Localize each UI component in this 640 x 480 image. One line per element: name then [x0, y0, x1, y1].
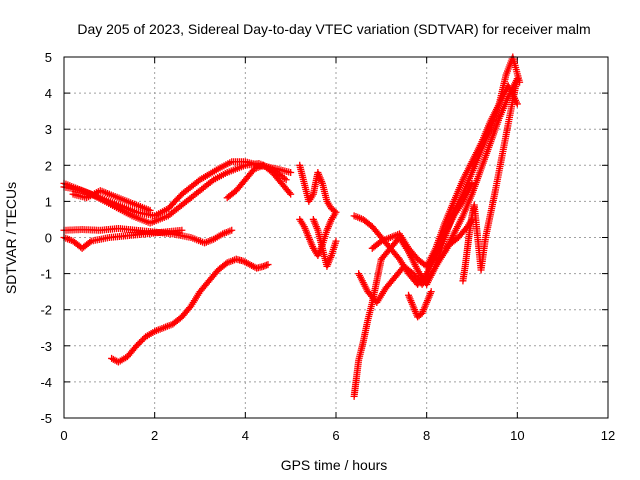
y-tick-label: -5	[40, 411, 52, 426]
x-tick-label: 0	[60, 428, 67, 443]
series-track-3	[60, 224, 236, 247]
data-point	[285, 189, 293, 197]
y-tick-label: -1	[40, 267, 52, 282]
y-tick-label: -3	[40, 339, 52, 354]
x-tick-label: 2	[151, 428, 158, 443]
series-track-8	[296, 161, 340, 260]
y-axis-label: SDTVAR / TECUs	[3, 182, 19, 294]
data-point	[146, 206, 154, 214]
data-point	[264, 261, 272, 269]
y-tick-label: 1	[45, 194, 52, 209]
series-track-7	[108, 255, 272, 366]
x-tick-label: 10	[510, 428, 524, 443]
x-tick-label: 6	[332, 428, 339, 443]
data-point	[133, 342, 141, 350]
data-point	[427, 288, 435, 296]
data-point	[139, 336, 147, 344]
data-point	[513, 75, 521, 83]
data-point	[513, 100, 521, 108]
x-tick-label: 12	[601, 428, 615, 443]
data-point	[332, 237, 340, 245]
y-tick-labels: -5 -4 -3 -2 -1 0 1 2 3 4 5	[40, 50, 52, 426]
y-tick-label: 5	[45, 50, 52, 65]
chart-title: Day 205 of 2023, Sidereal Day-to-day VTE…	[77, 21, 590, 37]
series-track-2	[60, 159, 290, 227]
plot-border	[63, 56, 609, 419]
y-tick-label: -4	[40, 375, 52, 390]
x-tick-label: 4	[242, 428, 249, 443]
data-point	[137, 337, 145, 345]
x-tick-labels: 0 2 4 6 8 10 12	[60, 428, 615, 443]
y-tick-label: 3	[45, 122, 52, 137]
series-track-4	[60, 226, 186, 252]
data-point	[296, 215, 304, 223]
series-track-15	[405, 288, 435, 321]
series-track-6	[223, 161, 295, 202]
y-tick-label: 4	[45, 86, 52, 101]
data-point	[136, 339, 144, 347]
data-points-layer	[60, 53, 524, 400]
data-point	[178, 226, 186, 234]
series-track-17	[459, 75, 521, 285]
data-point	[86, 238, 94, 246]
y-tick-label: -2	[40, 303, 52, 318]
series-track-16	[441, 75, 521, 256]
y-tick-label: 0	[45, 231, 52, 246]
x-tick-label: 8	[423, 428, 430, 443]
data-point	[287, 190, 295, 198]
series-track-5	[69, 187, 154, 214]
data-point	[228, 226, 236, 234]
grid-layer	[64, 57, 608, 418]
data-point	[134, 340, 142, 348]
data-point	[282, 176, 290, 184]
series-track-10	[350, 255, 385, 400]
data-point	[287, 169, 295, 177]
y-tick-label: 2	[45, 158, 52, 173]
series-track-9	[309, 215, 340, 270]
x-axis-label: GPS time / hours	[281, 457, 388, 473]
